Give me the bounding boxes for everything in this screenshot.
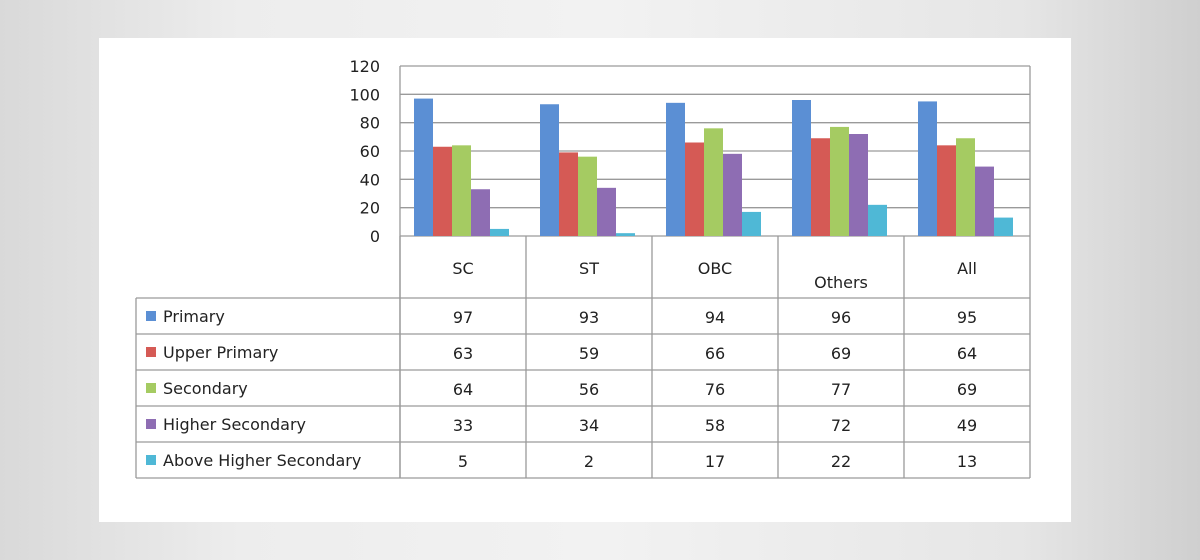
bar-higher-secondary-sc (471, 189, 490, 236)
bar-secondary-obc (704, 128, 723, 236)
legend-swatch (146, 419, 156, 429)
table-value: 22 (831, 452, 851, 471)
table-value: 72 (831, 416, 851, 435)
bar-higher-secondary-all (975, 166, 994, 236)
y-tick-label: 120 (349, 57, 380, 76)
bar-secondary-others (830, 126, 849, 236)
table-value: 96 (831, 308, 851, 327)
table-value: 94 (705, 308, 725, 327)
table-value: 77 (831, 380, 851, 399)
legend-label: Primary (163, 307, 225, 326)
legend-label: Higher Secondary (163, 415, 306, 434)
y-tick-label: 100 (349, 85, 380, 104)
table-value: 69 (957, 380, 977, 399)
y-tick-label: 80 (360, 114, 380, 133)
bar-primary-all (918, 101, 937, 237)
y-tick-label: 60 (360, 142, 380, 161)
bar-upper-primary-st (559, 152, 578, 236)
table-value: 13 (957, 452, 977, 471)
table-value: 69 (831, 344, 851, 363)
table-value: 63 (453, 344, 473, 363)
table-value: 17 (705, 452, 725, 471)
y-tick-label: 40 (360, 170, 380, 189)
legend-swatch (146, 347, 156, 357)
legend-swatch (146, 383, 156, 393)
bar-primary-sc (414, 98, 433, 236)
bar-secondary-st (578, 156, 597, 236)
table-value: 64 (957, 344, 977, 363)
bar-higher-secondary-obc (723, 153, 742, 236)
chart-card (99, 38, 1071, 522)
bar-secondary-all (956, 138, 975, 236)
bar-upper-primary-sc (433, 146, 452, 236)
y-tick-label: 0 (370, 227, 380, 246)
table-value: 33 (453, 416, 473, 435)
table-value: 93 (579, 308, 599, 327)
y-tick-label: 20 (360, 199, 380, 218)
bar-primary-st (540, 104, 559, 236)
category-label: ST (579, 259, 599, 278)
bar-higher-secondary-others (849, 134, 868, 236)
legend-label: Upper Primary (163, 343, 278, 362)
table-value: 59 (579, 344, 599, 363)
bar-secondary-sc (452, 145, 471, 236)
table-value: 95 (957, 308, 977, 327)
table-value: 64 (453, 380, 473, 399)
bar-higher-secondary-st (597, 187, 616, 236)
table-value: 34 (579, 416, 599, 435)
bar-above-higher-secondary-all (994, 217, 1013, 236)
table-value: 5 (458, 452, 468, 471)
table-value: 58 (705, 416, 725, 435)
category-label: SC (452, 259, 473, 278)
bar-above-higher-secondary-sc (490, 228, 509, 236)
legend-label: Secondary (163, 379, 248, 398)
table-value: 66 (705, 344, 725, 363)
bar-upper-primary-others (811, 138, 830, 236)
bar-primary-others (792, 100, 811, 236)
bar-above-higher-secondary-st (616, 233, 635, 236)
bar-upper-primary-obc (685, 142, 704, 236)
legend-swatch (146, 311, 156, 321)
table-value: 49 (957, 416, 977, 435)
table-value: 97 (453, 308, 473, 327)
category-label: OBC (698, 259, 732, 278)
bar-above-higher-secondary-others (868, 204, 887, 236)
legend-label: Above Higher Secondary (163, 451, 361, 470)
table-value: 56 (579, 380, 599, 399)
bar-upper-primary-all (937, 145, 956, 236)
bar-above-higher-secondary-obc (742, 211, 761, 236)
legend-swatch (146, 455, 156, 465)
table-value: 76 (705, 380, 725, 399)
category-label: All (957, 259, 977, 278)
category-label: Others (814, 273, 868, 292)
bar-primary-obc (666, 102, 685, 236)
table-value: 2 (584, 452, 594, 471)
